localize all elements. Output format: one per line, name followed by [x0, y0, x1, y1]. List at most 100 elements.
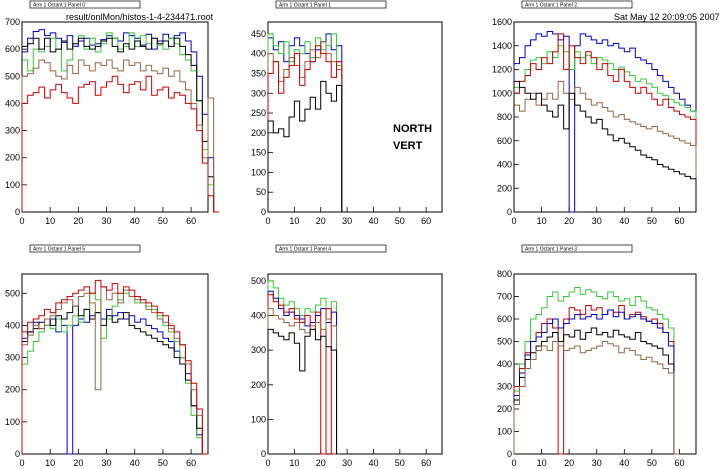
y-tick-label: 100: [5, 180, 20, 190]
x-tick-label: 50: [158, 458, 168, 468]
panel-title: Arm 1 Octant 1 Panel 1: [279, 3, 331, 9]
y-tick-label: 200: [497, 183, 512, 193]
x-tick-label: 40: [130, 216, 140, 226]
panel-title-box: [29, 244, 141, 253]
x-tick-label: 60: [186, 458, 196, 468]
x-tick-label: 0: [511, 216, 516, 226]
histogram-series-black: [267, 80, 348, 213]
y-tick-label: 0: [507, 207, 512, 217]
x-tick-label: 40: [619, 216, 629, 226]
x-tick-label: 60: [421, 458, 431, 468]
y-tick-label: 0: [15, 207, 20, 217]
annotation-vert: VERT: [393, 140, 423, 152]
x-tick-label: 20: [73, 458, 83, 468]
timestamp-label: Sat May 12 20:09:05 2007: [614, 12, 720, 22]
y-tick-label: 0: [507, 449, 512, 459]
histogram-panel: Arm 1 Octant 1 Panel 00 10 20 30 40 50 6001002…: [5, 0, 220, 226]
panel-title-box: [275, 0, 387, 9]
panel-title-box: [275, 244, 387, 253]
y-tick-label: 500: [5, 288, 20, 298]
x-tick-label: 30: [102, 458, 112, 468]
y-tick-label: 1000: [492, 88, 512, 98]
y-tick-label: 50: [256, 187, 266, 197]
panel-title-box: [29, 0, 141, 9]
y-tick-label: 300: [251, 345, 266, 355]
y-tick-label: 1200: [492, 65, 512, 75]
y-tick-label: 400: [251, 49, 266, 59]
x-tick-label: 30: [592, 216, 602, 226]
x-tick-label: 30: [342, 458, 352, 468]
y-tick-label: 300: [497, 382, 512, 392]
y-tick-label: 100: [497, 427, 512, 437]
histogram-panel: Arm 1 Octant 1 Panel 1 0 10 20 30 40 50 60 0 50 10…: [251, 0, 443, 226]
y-tick-label: 300: [5, 126, 20, 136]
x-tick-label: 10: [45, 216, 55, 226]
y-tick-label: 150: [251, 148, 266, 158]
histogram-series-black: [513, 80, 697, 212]
y-tick-label: 200: [5, 153, 20, 163]
panel-title: Arm 1 Octant 1 Panel 2: [525, 3, 577, 9]
x-tick-label: 10: [45, 458, 55, 468]
x-tick-label: 10: [537, 458, 547, 468]
panel-title-box: [521, 244, 633, 253]
panel-title: Arm 1 Octant 1 Panel 5: [33, 247, 85, 253]
histogram-panel: Arm 1 Octant 1 Panel 5 0 10 20 30 40 50 60 0 100 2…: [5, 244, 209, 468]
y-tick-label: 400: [497, 359, 512, 369]
histogram-panel: Arm 1 Octant 1 Panel 30 10 20 30 40 50 6001002…: [497, 244, 697, 468]
y-tick-label: 250: [251, 108, 266, 118]
y-tick-label: 0: [261, 449, 266, 459]
x-tick-label: 20: [316, 458, 326, 468]
y-tick-label: 800: [497, 269, 512, 279]
histogram-panel: Arm 1 Octant 1 Panel 4 0 10 20 30 40 50 60 0 100 2…: [251, 244, 443, 468]
histogram-series-black: [267, 328, 342, 455]
y-tick-label: 700: [5, 17, 20, 27]
x-tick-label: 50: [395, 216, 405, 226]
histogram-series-blue: [513, 31, 697, 213]
y-tick-label: 0: [15, 449, 20, 459]
y-tick-label: 600: [497, 314, 512, 324]
y-tick-label: 200: [251, 380, 266, 390]
x-tick-label: 0: [265, 216, 270, 226]
panel-title: Arm 1 Octant 1 Panel 3: [525, 247, 577, 253]
x-tick-label: 60: [421, 216, 431, 226]
histogram-series-black: [21, 37, 220, 213]
histogram-series-red: [21, 75, 220, 213]
histogram-series-black: [21, 305, 208, 455]
panel-title: Arm 1 Octant 1 Panel 0: [33, 3, 85, 9]
y-tick-label: 200: [497, 404, 512, 414]
y-tick-label: 800: [497, 112, 512, 122]
x-tick-label: 20: [564, 216, 574, 226]
panel-title: Arm 1 Octant 1 Panel 4: [279, 247, 331, 253]
y-tick-label: 500: [251, 276, 266, 286]
histogram-series-blue: [513, 309, 680, 455]
y-tick-label: 100: [251, 414, 266, 424]
plot-frame: [267, 273, 443, 455]
histogram-series-green: [267, 33, 348, 213]
x-tick-label: 40: [619, 458, 629, 468]
x-tick-label: 60: [674, 458, 684, 468]
histogram-series-red: [513, 33, 697, 212]
x-tick-label: 10: [289, 216, 299, 226]
x-tick-label: 40: [368, 216, 378, 226]
histogram-series-green: [513, 45, 697, 212]
y-tick-label: 600: [5, 44, 20, 54]
x-tick-label: 20: [564, 458, 574, 468]
plot-frame: [513, 21, 697, 213]
y-tick-label: 700: [497, 292, 512, 302]
x-tick-label: 0: [19, 458, 24, 468]
x-tick-label: 50: [158, 216, 168, 226]
annotation-north: NORTH: [393, 123, 432, 135]
x-tick-label: 30: [342, 216, 352, 226]
plot-frame: [513, 273, 697, 455]
x-tick-label: 10: [289, 458, 299, 468]
y-tick-label: 450: [251, 29, 266, 39]
y-tick-label: 400: [251, 311, 266, 321]
histogram-series-brown: [21, 59, 220, 213]
x-tick-label: 0: [19, 216, 24, 226]
x-tick-label: 60: [674, 216, 684, 226]
plot-frame: [21, 273, 209, 455]
x-tick-label: 50: [395, 458, 405, 468]
x-tick-label: 40: [130, 458, 140, 468]
x-tick-label: 40: [368, 458, 378, 468]
